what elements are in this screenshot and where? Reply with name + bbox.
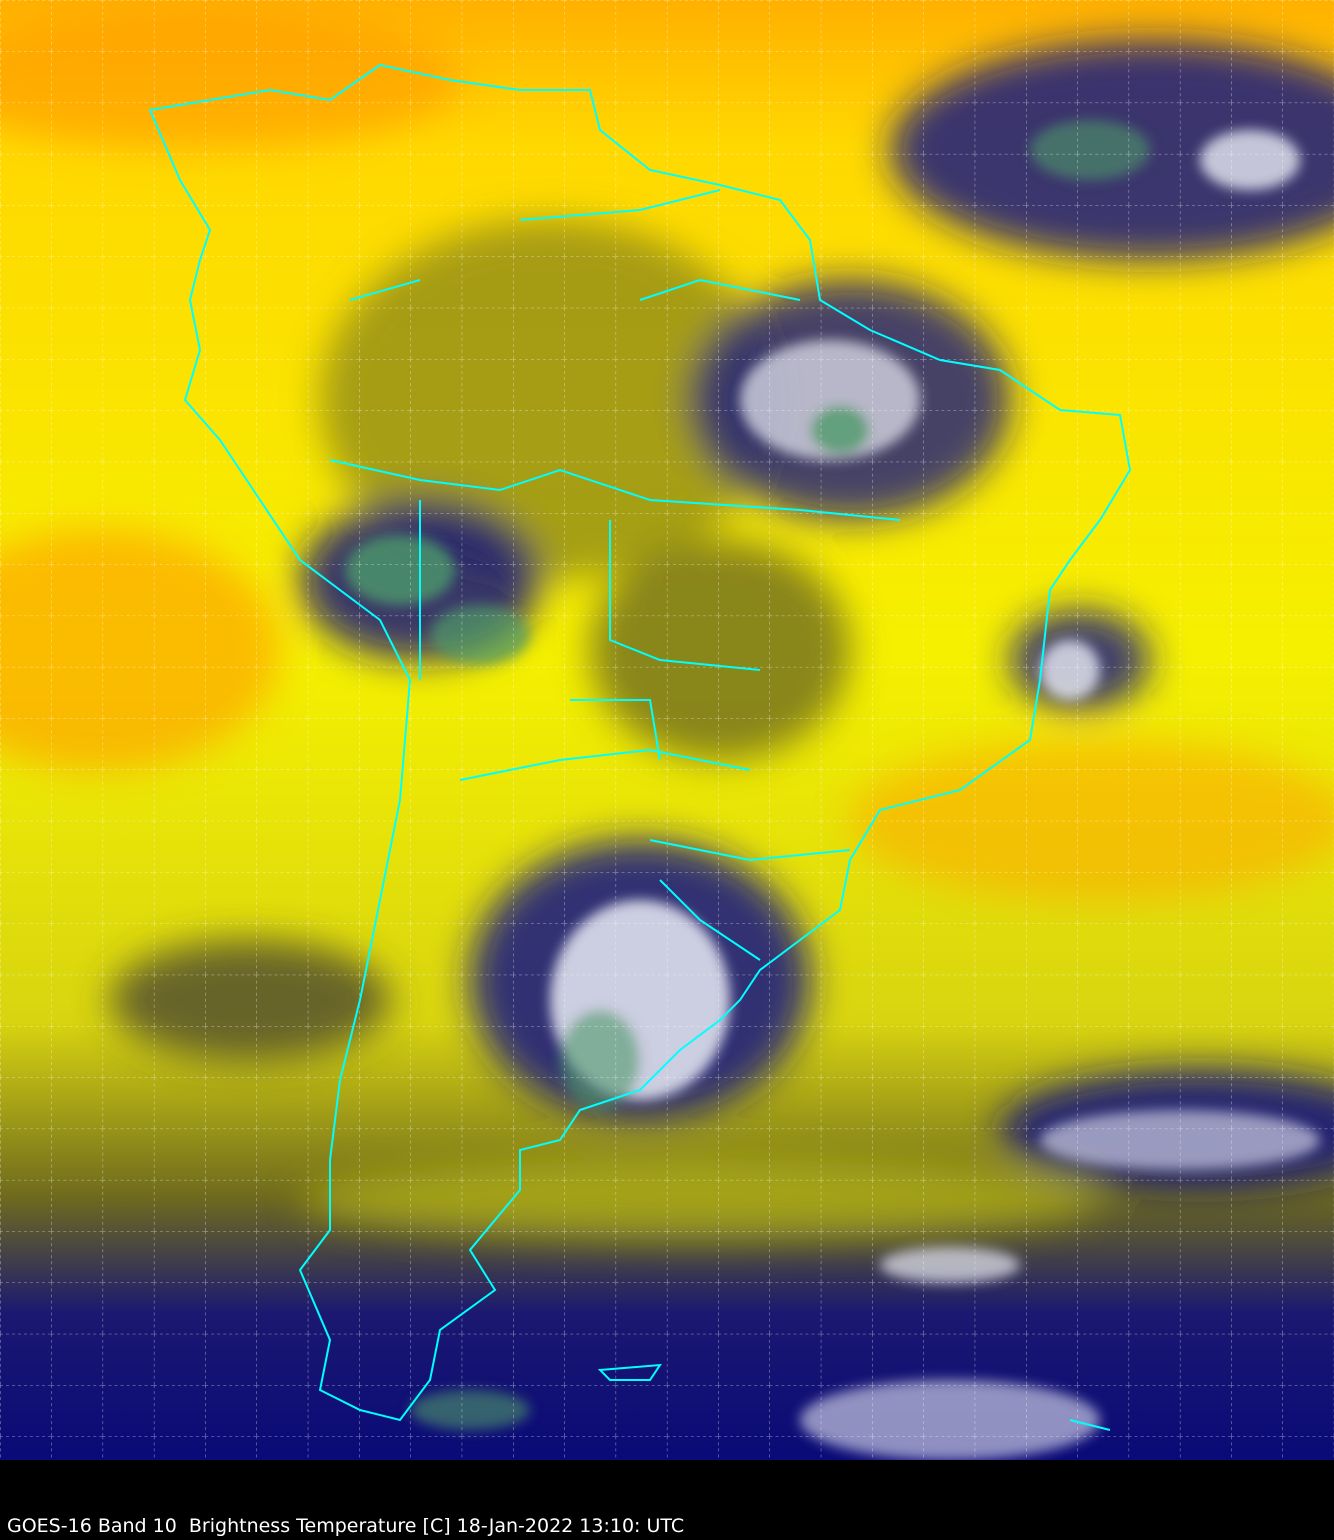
coastline-borders (148, 63, 1132, 1431)
lat-lon-grid (0, 0, 1334, 1460)
image-caption: GOES-16 Band 10 Brightness Temperature [… (7, 1515, 685, 1537)
satellite-image (0, 0, 1334, 1460)
